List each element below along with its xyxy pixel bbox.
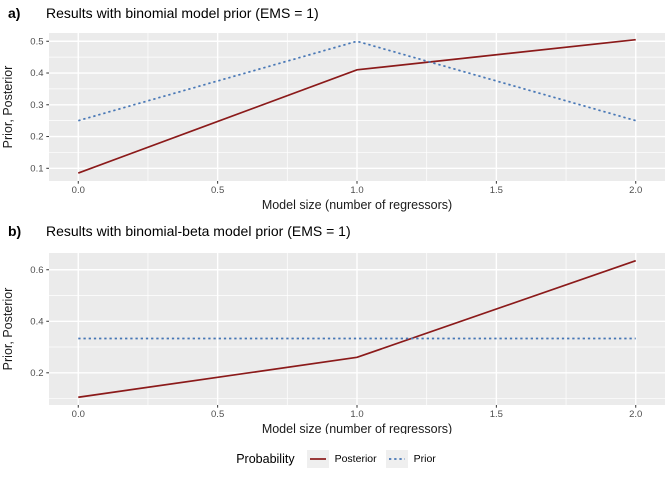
x-axis-title: Model size (number of regressors) [262, 198, 452, 212]
x-tick-label: 2.0 [629, 185, 642, 196]
y-tick-label: 0.4 [30, 68, 43, 79]
prior-line-icon [388, 458, 405, 460]
panel-b-title: Results with binomial-beta model prior (… [46, 223, 351, 239]
x-tick-label: 0.0 [72, 185, 85, 196]
posterior-line-icon [309, 458, 326, 460]
y-axis-title: Prior, Posterior [1, 66, 15, 149]
y-tick-label: 0.2 [30, 368, 43, 379]
x-tick-label: 1.0 [350, 185, 363, 196]
panel-a-title: Results with binomial model prior (EMS =… [46, 5, 319, 21]
x-tick-label: 1.0 [350, 409, 363, 420]
legend: Probability Posterior Prior [0, 444, 672, 474]
y-tick-label: 0.3 [30, 100, 43, 111]
panel-a-title-row: a) Results with binomial model prior (EM… [8, 5, 664, 23]
x-tick-label: 0.5 [211, 409, 224, 420]
posterior-line [77, 38, 636, 174]
y-tick-label: 0.1 [30, 163, 43, 174]
legend-label-prior: Prior [413, 453, 436, 465]
panel-a-chart: 0.0 0.5 1.0 1.5 2.0 0.1 0.2 0.3 0.4 0.5 Model size… [1, 33, 665, 212]
y-tick-label: 0.6 [30, 265, 43, 276]
x-tick-label: 0.5 [211, 185, 224, 196]
legend-item-posterior: Posterior [306, 450, 377, 468]
x-tick-label: 1.5 [490, 409, 503, 420]
x-axis-title: Model size (number of regressors) [262, 422, 452, 434]
panel-b-label: b) [8, 223, 22, 239]
x-tick-label: 0.0 [72, 409, 85, 420]
y-axis-title: Prior, Posterior [1, 288, 15, 371]
legend-key-prior [385, 450, 408, 468]
panel-a: a) Results with binomial model prior (EM… [0, 0, 672, 216]
y-tick-label: 0.5 [30, 36, 43, 47]
legend-key-posterior [306, 450, 329, 468]
posterior-line [78, 259, 637, 399]
y-tick-label: 0.4 [30, 316, 43, 327]
panel-b-title-row: b) Results with binomial-beta model prio… [8, 223, 664, 241]
x-tick-label: 1.5 [490, 185, 503, 196]
legend-title: Probability [236, 452, 295, 466]
panel-b: b) Results with binomial-beta model prio… [0, 218, 672, 434]
panel-b-chart: 0.0 0.5 1.0 1.5 2.0 0.2 0.4 0.6 Model size (numb… [1, 253, 665, 434]
x-tick-label: 2.0 [629, 409, 642, 420]
y-tick-label: 0.2 [30, 132, 43, 143]
legend-item-prior: Prior [385, 450, 436, 468]
panel-a-label: a) [8, 5, 21, 21]
legend-label-posterior: Posterior [334, 453, 377, 465]
